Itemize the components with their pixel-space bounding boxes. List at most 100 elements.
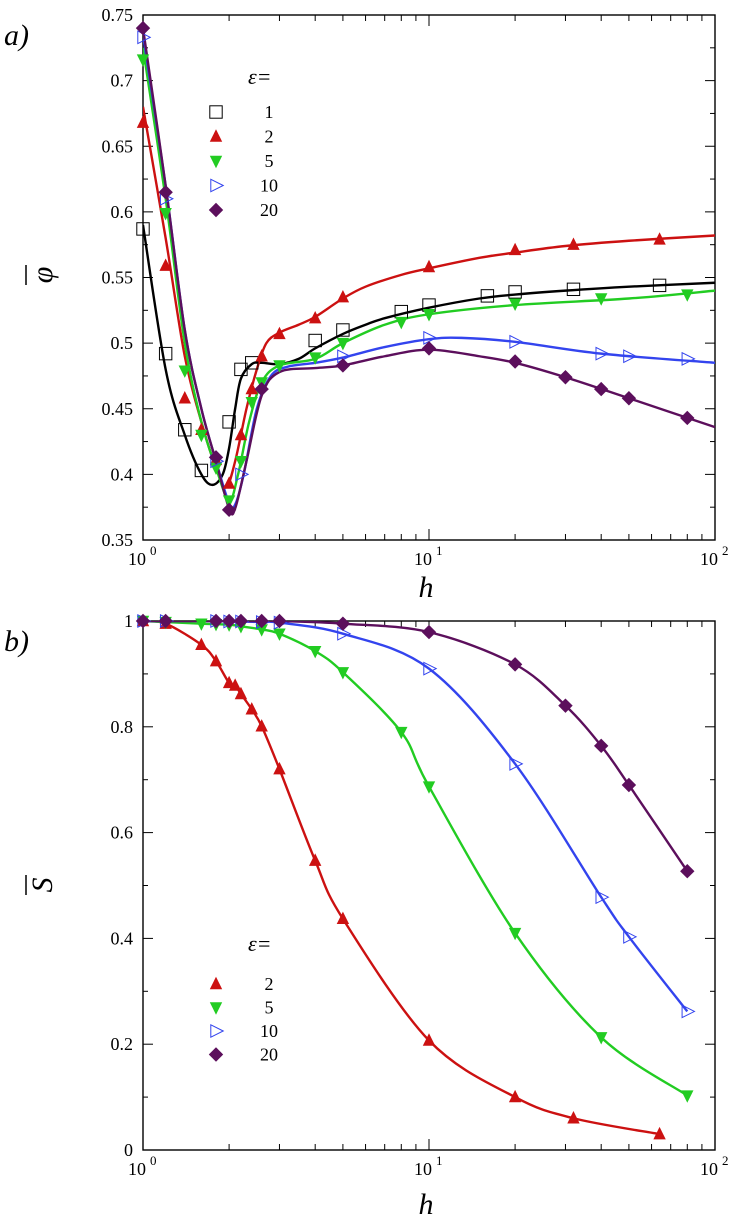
data-point (308, 645, 322, 659)
data-point (623, 349, 638, 364)
x-tick-exponent: 2 (722, 543, 729, 558)
data-point (593, 738, 609, 754)
y-tick-label: 0.65 (102, 136, 134, 156)
data-point (195, 618, 208, 631)
x-tick-exponent: 0 (150, 543, 157, 558)
plot-area (143, 621, 689, 1136)
data-point (594, 293, 608, 306)
series-2 (143, 106, 715, 489)
data-point (195, 637, 208, 651)
legend-marker (210, 1023, 225, 1039)
x-tick-exponent: 1 (436, 1153, 443, 1168)
data-point (245, 381, 258, 395)
series-markers-10 (137, 30, 696, 482)
data-point (508, 1089, 522, 1103)
data-point (209, 654, 223, 667)
data-point (395, 726, 408, 740)
data-point (336, 289, 350, 303)
data-point (422, 1033, 436, 1046)
legend-marker (208, 1047, 224, 1062)
data-point (395, 316, 408, 330)
data-point (222, 415, 236, 429)
data-point (652, 278, 667, 293)
x-tick-exponent: 2 (722, 1153, 729, 1168)
data-point (507, 657, 523, 672)
legend-entry-label: 1 (265, 102, 274, 122)
data-point (255, 719, 268, 732)
data-point (566, 282, 581, 297)
data-point (273, 360, 286, 373)
y-tick-label: 0.4 (111, 928, 134, 948)
data-point (335, 358, 351, 373)
series-5 (143, 47, 715, 502)
series-markers-1 (136, 222, 667, 478)
data-point (508, 927, 522, 941)
y-tick-label: 0.45 (102, 399, 134, 419)
series-line-10 (143, 621, 689, 1013)
x-tick-label: 10 (128, 1159, 146, 1179)
data-point (208, 613, 224, 629)
y-tick-label: 0 (124, 1140, 133, 1160)
data-point (653, 232, 666, 245)
data-point (594, 1032, 608, 1045)
series-line-5 (143, 47, 715, 502)
y-axis-label: φ (26, 267, 59, 284)
legend-entry-label: 2 (265, 127, 274, 147)
data-point (221, 613, 237, 629)
y-tick-label: 0.35 (102, 530, 134, 550)
data-point (558, 698, 573, 713)
data-point (178, 365, 191, 378)
data-point (423, 661, 438, 676)
x-tick-exponent: 1 (436, 543, 443, 558)
data-point (254, 381, 269, 397)
x-tick-exponent: 0 (150, 1153, 157, 1168)
x-axis-label: h (419, 1188, 434, 1221)
data-point (621, 777, 637, 793)
data-point (595, 890, 610, 905)
series-markers-5 (136, 54, 694, 508)
series-markers-2 (136, 613, 666, 1140)
data-point (273, 326, 286, 340)
plot-frame (142, 14, 716, 541)
data-point (273, 761, 286, 775)
legend-marker (209, 129, 223, 142)
data-point (508, 285, 522, 299)
data-point (558, 370, 573, 385)
legend-entry-label: 5 (265, 151, 274, 171)
data-point (336, 667, 350, 680)
data-point (337, 626, 352, 641)
data-point (336, 337, 350, 351)
data-point (593, 381, 609, 397)
legend: ε= 1 2 5 10 20 (208, 64, 278, 220)
plot-frame (142, 620, 716, 1151)
data-point (178, 423, 192, 437)
data-point (508, 298, 522, 311)
data-point (136, 54, 150, 67)
data-point (208, 450, 224, 465)
legend: ε= 2 5 10 20 (208, 931, 278, 1065)
legend-entry-label: 10 (260, 1021, 278, 1041)
data-point (194, 463, 209, 478)
panel-label: b) (4, 625, 29, 658)
data-point (245, 396, 258, 410)
data-point (228, 678, 242, 691)
series-markers-10 (137, 613, 696, 1019)
data-point (272, 613, 287, 629)
y-tick-label: 0.6 (111, 823, 134, 843)
data-point (422, 781, 436, 794)
y-tick-label: 0.5 (111, 333, 134, 353)
data-point (422, 309, 436, 322)
y-tick-label: 0.7 (111, 71, 134, 91)
x-tick-label: 10 (128, 549, 146, 569)
data-point (233, 613, 249, 629)
data-point (136, 222, 150, 236)
data-point (158, 184, 173, 200)
data-point (159, 207, 172, 221)
data-point (209, 462, 223, 476)
data-point (308, 853, 322, 866)
data-point (681, 351, 696, 366)
data-point (421, 341, 437, 356)
data-point (308, 310, 322, 324)
data-point (135, 20, 151, 36)
